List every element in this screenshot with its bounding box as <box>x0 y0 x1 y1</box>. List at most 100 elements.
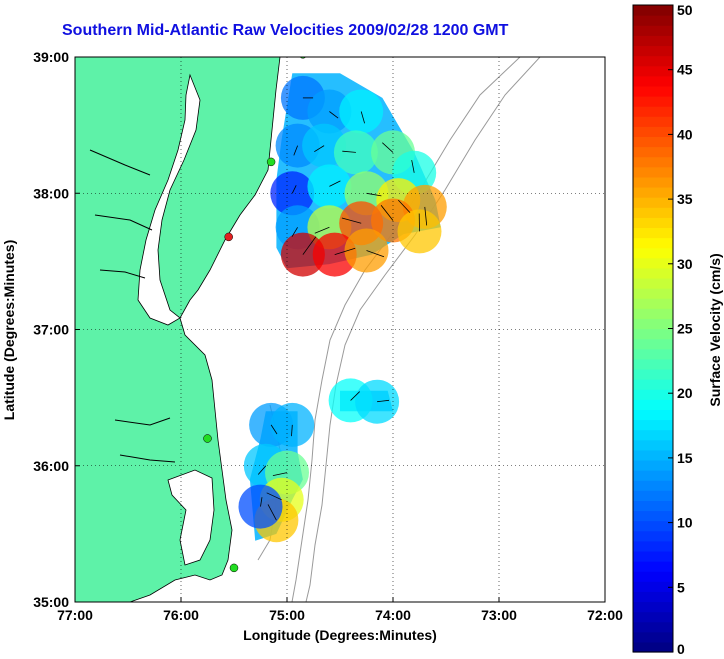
colorbar-step <box>633 328 673 340</box>
bay-water <box>137 73 201 326</box>
colorbar-step <box>633 581 673 592</box>
colorbar-step <box>633 227 673 239</box>
velocity-arrow <box>366 250 385 258</box>
velocity-arrow <box>342 150 356 153</box>
colorbar: 0 5 10 15 20 25 30 35 40 45 50 <box>632 2 693 657</box>
colorbar-step <box>633 75 673 87</box>
colorbar-step <box>633 298 673 309</box>
colorbar-step <box>633 15 673 26</box>
velocity-arrow <box>314 226 330 234</box>
colorbar-step <box>633 520 673 532</box>
velocity-arrow <box>267 504 277 521</box>
colorbar-step <box>633 389 673 400</box>
colorbar-step <box>633 500 673 512</box>
velocity-arrow <box>329 180 341 187</box>
colorbar-tick-label: 5 <box>677 579 685 595</box>
velocity-arrow <box>329 111 339 119</box>
colorbar-step <box>633 419 673 431</box>
y-tick-label: 39:00 <box>33 49 69 65</box>
radar-station-marker <box>203 434 212 443</box>
colorbar-step <box>633 510 673 522</box>
colorbar-step <box>633 186 673 198</box>
colorbar-step <box>633 338 673 350</box>
velocity-arrow <box>272 472 288 476</box>
colorbar-step <box>633 490 673 501</box>
x-tick-label: 75:00 <box>269 607 305 623</box>
colorbar-step <box>633 166 673 178</box>
colorbar-tick-label: 30 <box>677 256 693 272</box>
colorbar-step <box>633 399 673 410</box>
colorbar-step <box>633 358 673 370</box>
colorbar-step <box>633 530 673 542</box>
colorbar-step <box>633 550 673 562</box>
colorbar-step <box>633 116 673 127</box>
velocity-arrow <box>291 424 293 437</box>
colorbar-step <box>633 146 673 158</box>
colorbar-tick-label: 45 <box>677 62 693 78</box>
radar-station-marker <box>229 563 239 573</box>
colorbar-tick-label: 35 <box>677 191 693 207</box>
velocity-arrow <box>257 465 267 475</box>
colorbar-step <box>633 106 673 117</box>
colorbar-step <box>633 621 673 633</box>
colorbar-step <box>633 267 673 279</box>
velocity-arrow <box>266 492 282 501</box>
velocity-arrow <box>270 424 278 435</box>
colorbar-step <box>633 631 673 643</box>
colorbar-step <box>633 429 673 441</box>
colorbar-tick-label: 15 <box>677 450 693 466</box>
colorbar-tick-label: 20 <box>677 385 693 401</box>
colorbar-label: Surface Velocity (cm/s) <box>707 253 723 406</box>
colorbar-step <box>633 470 673 481</box>
colorbar-step <box>633 611 673 623</box>
velocity-arrow <box>366 192 382 197</box>
colorbar-step <box>633 288 673 299</box>
velocity-arrow <box>398 199 411 213</box>
x-tick-label: 76:00 <box>163 607 199 623</box>
colorbar-step <box>633 237 673 249</box>
station-layer <box>203 57 307 573</box>
velocity-arrow <box>334 247 356 255</box>
colorbar-tick-label: 10 <box>677 515 693 531</box>
y-tick-label: 37:00 <box>33 322 69 338</box>
colorbar-step <box>633 156 673 168</box>
arrow-layer <box>257 97 428 521</box>
colorbar-step <box>633 348 673 360</box>
velocity-arrow <box>424 206 428 226</box>
colorbar-step <box>633 197 673 208</box>
sound-water <box>167 469 215 566</box>
colorbar-step <box>633 591 673 603</box>
x-tick-label: 73:00 <box>481 607 517 623</box>
velocity-arrow <box>291 227 298 237</box>
velocity-arrow <box>382 142 394 153</box>
colorbar-tick-label: 50 <box>677 2 693 18</box>
colorbar-tick-label: 40 <box>677 126 693 142</box>
bathymetry-contour <box>305 57 541 602</box>
velocity-arrow <box>411 160 415 173</box>
velocity-arrow <box>350 391 360 401</box>
x-tick-label: 72:00 <box>587 607 623 623</box>
x-axis-label: Longitude (Degrees:Minutes) <box>243 627 437 643</box>
y-axis-label: Latitude (Degrees:Minutes) <box>1 240 17 420</box>
colorbar-step <box>633 45 673 57</box>
colorbar-step <box>633 439 673 451</box>
colorbar-step <box>633 459 673 471</box>
colorbar-step <box>633 65 673 77</box>
colorbar-step <box>633 55 673 67</box>
velocity-arrow <box>341 217 362 224</box>
velocity-arrow <box>377 399 390 403</box>
y-tick-layer: 39:00 38:00 37:00 36:00 35:00 <box>33 49 80 610</box>
colorbar-step <box>633 95 673 107</box>
colorbar-step <box>633 308 673 319</box>
colorbar-step <box>633 480 673 491</box>
colorbar-step <box>633 5 673 16</box>
map-title: Southern Mid-Atlantic Raw Velocities 200… <box>62 22 509 39</box>
colorbar-step <box>633 641 673 653</box>
bathymetry-contour <box>291 57 521 602</box>
colorbar-tick-label: 0 <box>677 641 685 657</box>
colorbar-step <box>633 247 673 259</box>
colorbar-step <box>633 176 673 188</box>
velocity-arrow <box>291 185 297 194</box>
velocity-arrow <box>302 236 317 255</box>
